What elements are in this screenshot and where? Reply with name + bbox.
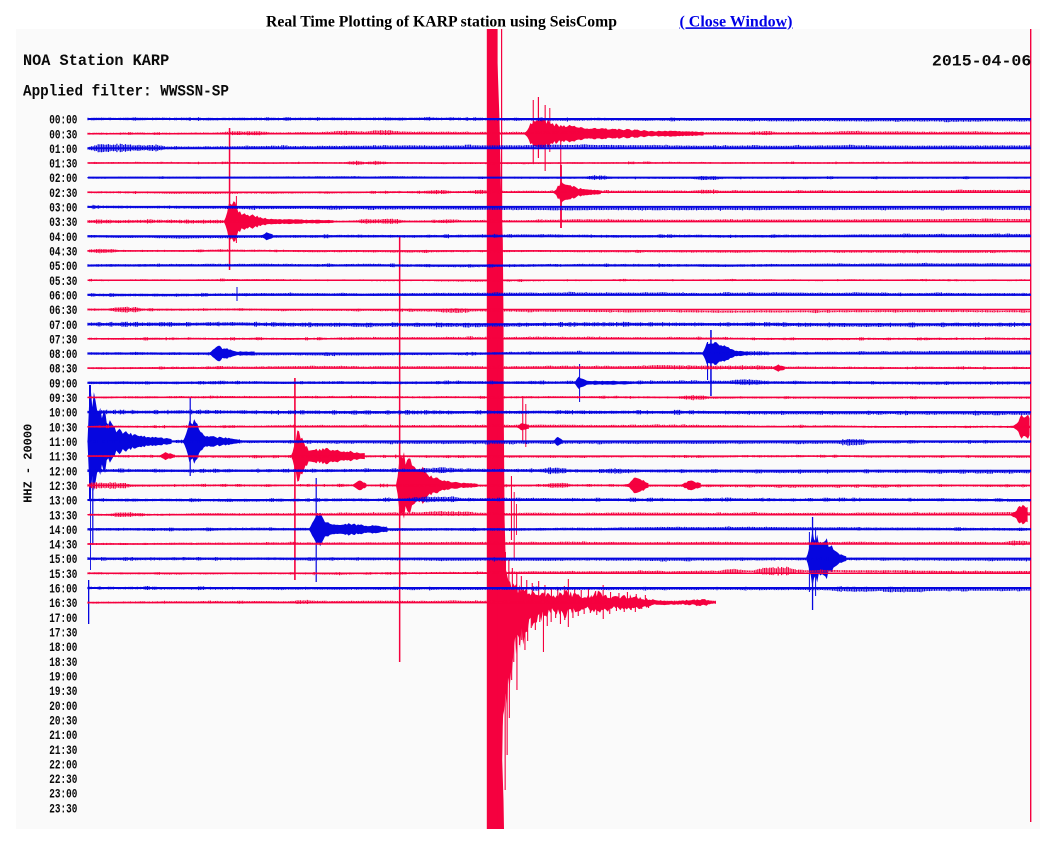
svg-text:14:30: 14:30 xyxy=(49,538,77,553)
svg-text:NOA Station KARP: NOA Station KARP xyxy=(23,52,169,70)
svg-text:08:30: 08:30 xyxy=(49,362,77,377)
svg-text:07:30: 07:30 xyxy=(49,332,77,347)
svg-text:16:00: 16:00 xyxy=(49,582,77,597)
svg-text:02:30: 02:30 xyxy=(49,186,77,201)
svg-text:02:00: 02:00 xyxy=(49,171,77,186)
svg-text:2015-04-06: 2015-04-06 xyxy=(932,53,1031,71)
svg-text:23:00: 23:00 xyxy=(49,787,77,802)
svg-text:18:00: 18:00 xyxy=(49,640,77,655)
svg-text:11:00: 11:00 xyxy=(49,435,77,450)
svg-text:Real Time Plotting of KARP sta: Real Time Plotting of KARP station using… xyxy=(266,13,617,30)
svg-text:23:30: 23:30 xyxy=(49,801,77,816)
svg-text:12:00: 12:00 xyxy=(49,464,77,479)
svg-text:04:30: 04:30 xyxy=(49,245,77,260)
svg-text:05:00: 05:00 xyxy=(49,259,77,274)
svg-text:20:00: 20:00 xyxy=(49,699,77,714)
svg-text:Applied filter: WWSSN-SP: Applied filter: WWSSN-SP xyxy=(23,82,229,100)
svg-text:08:00: 08:00 xyxy=(49,347,77,362)
svg-text:10:00: 10:00 xyxy=(49,406,77,421)
svg-text:19:30: 19:30 xyxy=(49,684,77,699)
svg-text:22:30: 22:30 xyxy=(49,772,77,787)
svg-text:00:00: 00:00 xyxy=(49,113,77,128)
svg-text:12:30: 12:30 xyxy=(49,479,77,494)
svg-text:18:30: 18:30 xyxy=(49,655,77,670)
svg-text:17:30: 17:30 xyxy=(49,626,77,641)
svg-text:03:30: 03:30 xyxy=(49,215,77,230)
svg-text:20:30: 20:30 xyxy=(49,714,77,729)
svg-text:13:00: 13:00 xyxy=(49,494,77,509)
svg-text:10:30: 10:30 xyxy=(49,420,77,435)
svg-text:01:30: 01:30 xyxy=(49,157,77,172)
svg-text:16:30: 16:30 xyxy=(49,596,77,611)
svg-text:04:00: 04:00 xyxy=(49,230,77,245)
svg-text:05:30: 05:30 xyxy=(49,274,77,289)
svg-text:19:00: 19:00 xyxy=(49,670,77,685)
svg-text:15:30: 15:30 xyxy=(49,567,77,582)
svg-text:14:00: 14:00 xyxy=(49,523,77,538)
svg-text:09:30: 09:30 xyxy=(49,391,77,406)
svg-text:06:30: 06:30 xyxy=(49,303,77,318)
svg-text:00:30: 00:30 xyxy=(49,127,77,142)
svg-text:11:30: 11:30 xyxy=(49,450,77,465)
svg-text:06:00: 06:00 xyxy=(49,289,77,304)
svg-text:07:00: 07:00 xyxy=(49,318,77,333)
svg-text:03:00: 03:00 xyxy=(49,201,77,216)
svg-text:21:00: 21:00 xyxy=(49,728,77,743)
svg-text:( Close Window): ( Close Window) xyxy=(680,13,793,30)
svg-text:13:30: 13:30 xyxy=(49,508,77,523)
svg-text:09:00: 09:00 xyxy=(49,376,77,391)
svg-text:21:30: 21:30 xyxy=(49,743,77,758)
svg-text:01:00: 01:00 xyxy=(49,142,77,157)
svg-text:HHZ - 20000: HHZ - 20000 xyxy=(22,424,36,503)
svg-text:22:00: 22:00 xyxy=(49,757,77,772)
svg-text:17:00: 17:00 xyxy=(49,611,77,626)
svg-text:15:00: 15:00 xyxy=(49,552,77,567)
